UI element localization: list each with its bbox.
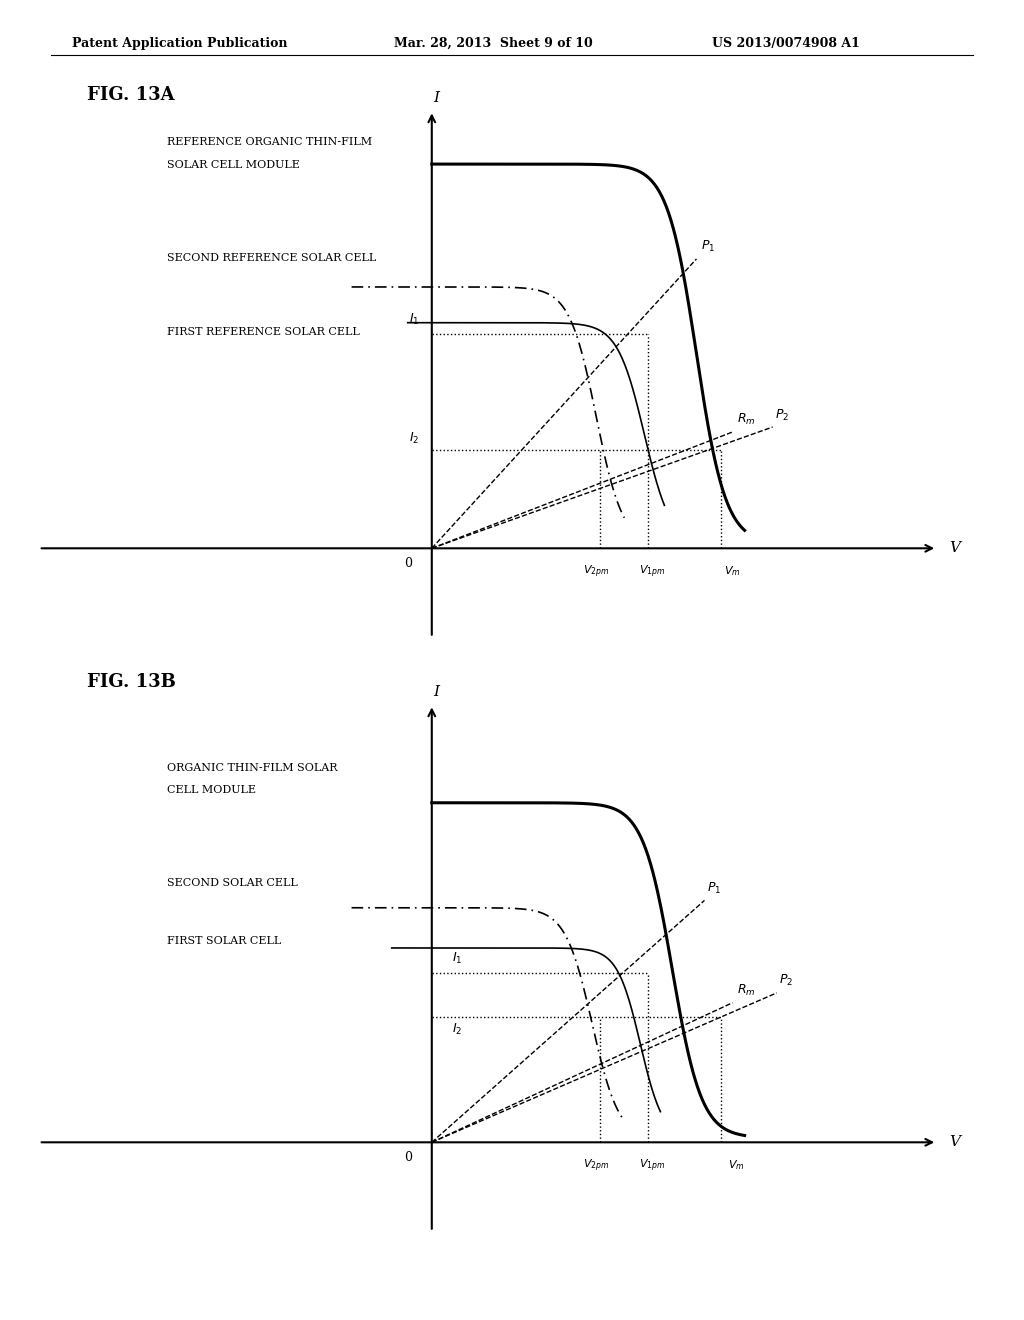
Text: US 2013/0074908 A1: US 2013/0074908 A1 [712,37,859,50]
Text: $I_2$: $I_2$ [452,1022,462,1036]
Text: V: V [949,1135,961,1150]
Text: I: I [433,91,439,104]
Text: $P_1$: $P_1$ [700,239,715,255]
Text: FIG. 13A: FIG. 13A [87,86,175,104]
Text: SOLAR CELL MODULE: SOLAR CELL MODULE [167,160,300,169]
Text: FIG. 13B: FIG. 13B [87,673,176,692]
Text: $I_1$: $I_1$ [410,312,420,327]
Text: $R_m$: $R_m$ [736,412,756,428]
Text: ORGANIC THIN-FILM SOLAR: ORGANIC THIN-FILM SOLAR [167,763,338,772]
Text: $V_{2pm}$: $V_{2pm}$ [583,1158,609,1175]
Text: $V_{2pm}$: $V_{2pm}$ [583,564,609,581]
Text: $P_2$: $P_2$ [775,408,790,422]
Text: 0: 0 [403,1151,412,1164]
Text: $V_{1pm}$: $V_{1pm}$ [639,1158,666,1175]
Text: $V_m$: $V_m$ [728,1158,744,1172]
Text: CELL MODULE: CELL MODULE [167,785,256,795]
Text: Mar. 28, 2013  Sheet 9 of 10: Mar. 28, 2013 Sheet 9 of 10 [394,37,593,50]
Text: $P_1$: $P_1$ [707,880,721,896]
Text: FIRST SOLAR CELL: FIRST SOLAR CELL [167,936,282,946]
Text: Patent Application Publication: Patent Application Publication [72,37,287,50]
Text: $P_2$: $P_2$ [779,973,794,989]
Text: $V_m$: $V_m$ [724,564,741,578]
Text: I: I [433,685,439,698]
Text: SECOND SOLAR CELL: SECOND SOLAR CELL [167,878,298,888]
Text: V: V [949,541,961,556]
Text: FIRST REFERENCE SOLAR CELL: FIRST REFERENCE SOLAR CELL [167,326,359,337]
Text: $I_1$: $I_1$ [452,950,462,966]
Text: $R_m$: $R_m$ [736,983,756,998]
Text: SECOND REFERENCE SOLAR CELL: SECOND REFERENCE SOLAR CELL [167,253,377,263]
Text: 0: 0 [403,557,412,570]
Text: REFERENCE ORGANIC THIN-FILM: REFERENCE ORGANIC THIN-FILM [167,137,372,148]
Text: $V_{1pm}$: $V_{1pm}$ [639,564,666,581]
Text: $I_2$: $I_2$ [410,430,420,446]
